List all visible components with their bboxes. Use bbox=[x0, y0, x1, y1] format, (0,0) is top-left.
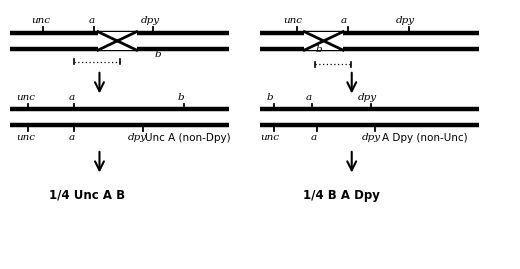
Text: dpy: dpy bbox=[141, 16, 160, 25]
Text: b: b bbox=[315, 45, 322, 54]
Text: 1/4 B A Dpy: 1/4 B A Dpy bbox=[303, 189, 380, 202]
Text: unc: unc bbox=[261, 133, 280, 142]
Text: a: a bbox=[89, 16, 95, 25]
Text: A Dpy (non-Unc): A Dpy (non-Unc) bbox=[382, 133, 468, 143]
Text: dpy: dpy bbox=[361, 133, 381, 142]
Text: Unc A (non-Dpy): Unc A (non-Dpy) bbox=[146, 133, 231, 143]
Text: dpy: dpy bbox=[396, 16, 415, 25]
Text: dpy: dpy bbox=[128, 133, 147, 142]
Text: a: a bbox=[310, 133, 317, 142]
Text: a: a bbox=[341, 16, 347, 25]
Text: a: a bbox=[69, 93, 74, 102]
Text: unc: unc bbox=[283, 16, 303, 25]
Text: unc: unc bbox=[31, 16, 50, 25]
Text: unc: unc bbox=[16, 133, 35, 142]
Text: a: a bbox=[69, 133, 74, 142]
Text: b: b bbox=[155, 50, 161, 59]
Text: b: b bbox=[267, 93, 274, 102]
FancyBboxPatch shape bbox=[98, 32, 137, 50]
Text: 1/4 Unc A B: 1/4 Unc A B bbox=[49, 189, 125, 202]
Text: a: a bbox=[305, 93, 311, 102]
FancyBboxPatch shape bbox=[304, 32, 343, 50]
Text: dpy: dpy bbox=[357, 93, 376, 102]
Text: b: b bbox=[178, 93, 184, 102]
Text: unc: unc bbox=[16, 93, 35, 102]
